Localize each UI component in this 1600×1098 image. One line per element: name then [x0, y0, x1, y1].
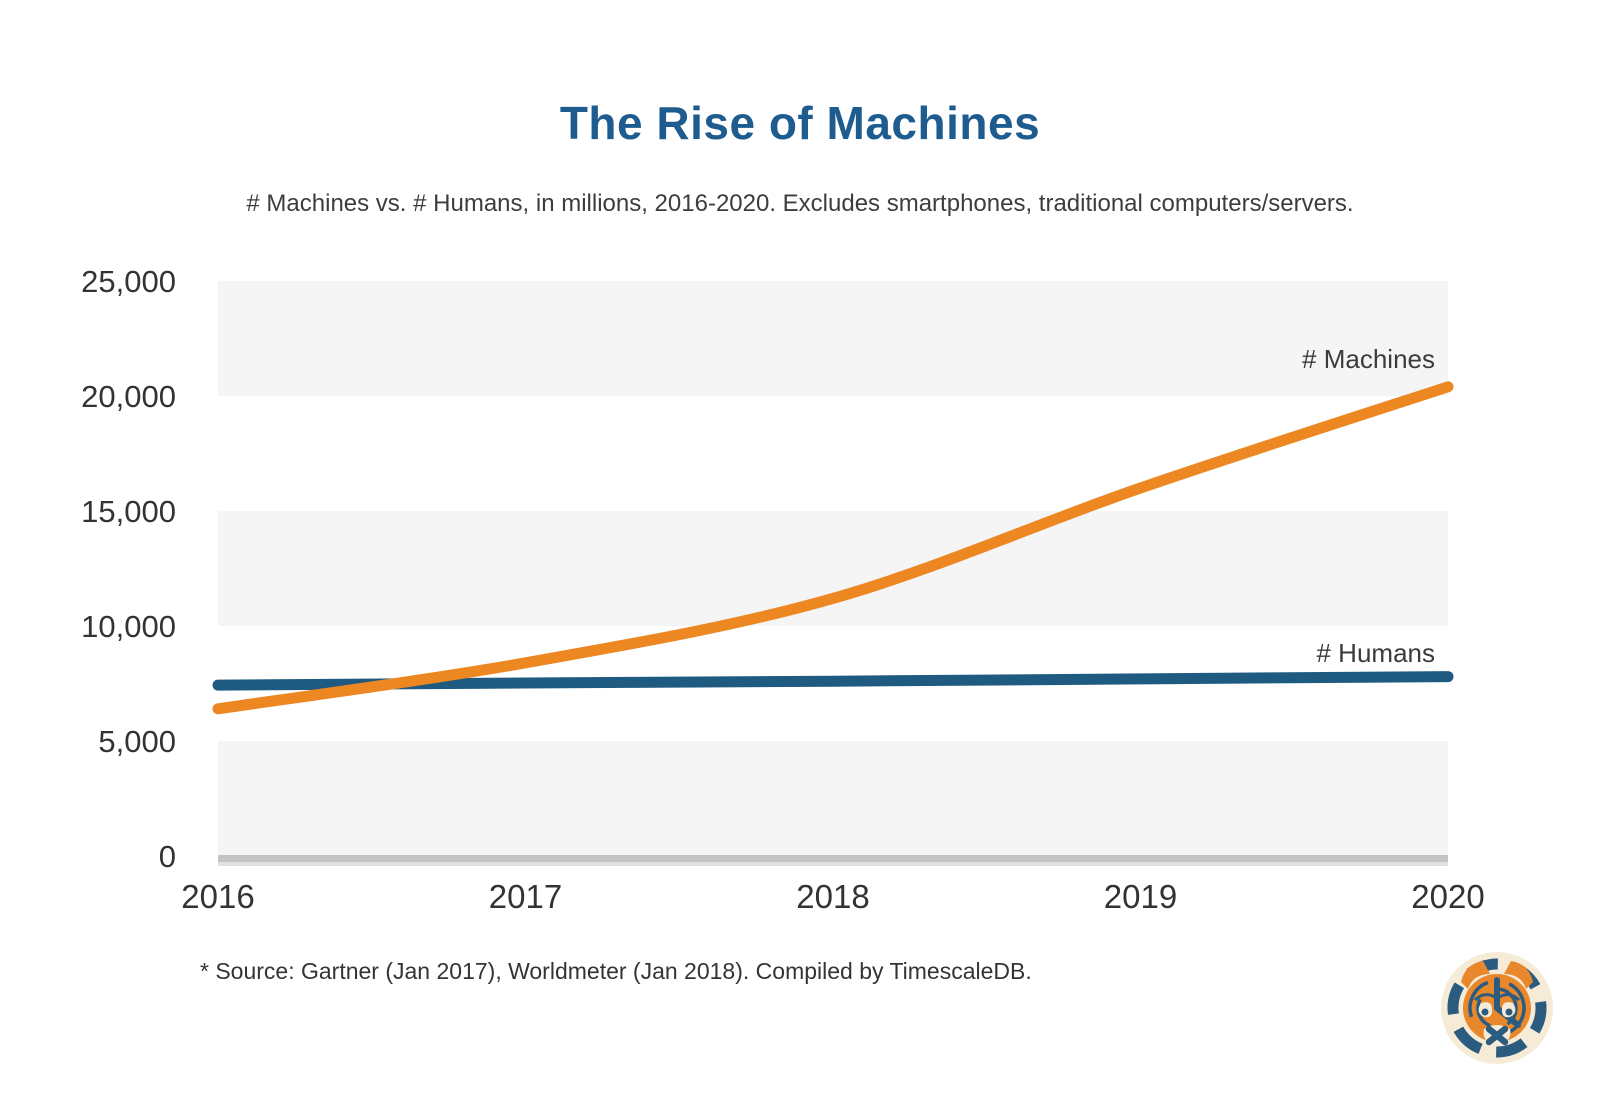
series-label-machines: # Machines [1302, 344, 1435, 374]
timescaledb-tiger-logo [1441, 952, 1553, 1064]
series-line-machines [212, 381, 1454, 715]
y-axis-label: 20,000 [81, 379, 176, 414]
logo-pupil-right [1505, 1008, 1513, 1016]
logo-segmented-ring [1447, 958, 1547, 1058]
plot-band [218, 281, 1448, 396]
x-axis-label: 2020 [1411, 878, 1484, 915]
logo-ear-right [1504, 961, 1533, 989]
x-axis-bar-shadow [218, 862, 1448, 866]
x-axis-bar [218, 855, 1448, 862]
logo-brow-left [1473, 993, 1496, 1002]
logo-ear-left [1461, 961, 1490, 989]
y-axis-label: 0 [159, 839, 176, 874]
chart-subtitle: # Machines vs. # Humans, in millions, 20… [246, 190, 1354, 217]
logo-pupil-left [1481, 1008, 1489, 1016]
logo-stripe-arc-outer [1468, 979, 1526, 1037]
x-axis-label: 2016 [181, 878, 254, 915]
x-axis-label: 2017 [489, 878, 562, 915]
source-note: * Source: Gartner (Jan 2017), Worldmeter… [200, 958, 1032, 984]
plot-band [218, 511, 1448, 626]
plot-band [218, 741, 1448, 856]
y-axis-label: 10,000 [81, 609, 176, 644]
y-axis-label: 5,000 [98, 724, 176, 759]
logo-brow-right [1498, 993, 1521, 1002]
x-axis-label: 2019 [1104, 878, 1177, 915]
y-axis-label: 25,000 [81, 264, 176, 299]
y-axis-label: 15,000 [81, 494, 176, 529]
x-axis-label: 2018 [796, 878, 869, 915]
logo-x-mouth [1485, 1025, 1509, 1046]
chart-title: The Rise of Machines [559, 97, 1041, 149]
series-label-humans: # Humans [1316, 638, 1436, 668]
